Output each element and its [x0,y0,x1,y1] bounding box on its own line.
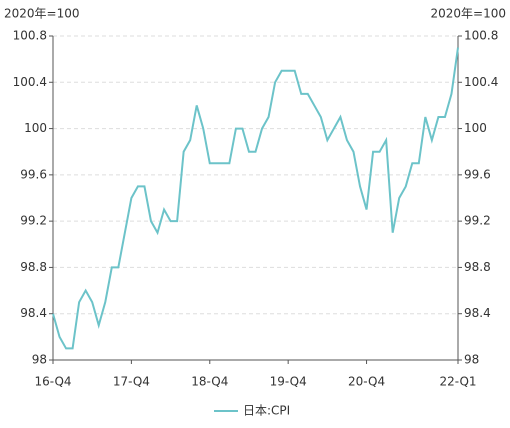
x-tick-label: 18-Q4 [191,375,228,389]
x-tick-label: 17-Q4 [113,375,150,389]
y-tick-label: 98.4 [20,306,47,320]
x-tick-label: 19-Q4 [270,375,307,389]
y2-tick-label: 98.8 [464,260,491,274]
x-tick-label: 16-Q4 [34,375,71,389]
y2-unit: 2020年=100 [431,7,507,21]
y-tick-label: 100.4 [13,75,47,89]
y-tick-label: 99.2 [20,214,47,228]
y-unit: 2020年=100 [4,7,80,21]
y2-tick-label: 100.8 [464,29,498,43]
line-series [52,47,459,350]
x-tick-label: 20-Q4 [348,375,385,389]
y-tick-label: 100.8 [13,29,47,43]
y2-tick-label: 100 [464,121,487,135]
y2-tick-label: 98.4 [464,306,491,320]
y-tick-label: 98 [32,353,47,367]
y2-tick-label: 98 [464,353,479,367]
y-tick-label: 100 [24,121,47,135]
legend-label: 日本:CPI [243,404,290,418]
y-tick-label: 99.6 [20,167,47,181]
y2-tick-label: 99.2 [464,214,491,228]
y2-tick-label: 100.4 [464,75,498,89]
y2-tick-label: 99.6 [464,167,491,181]
x-tick-label: 22-Q1 [439,375,476,389]
y-tick-label: 98.8 [20,260,47,274]
